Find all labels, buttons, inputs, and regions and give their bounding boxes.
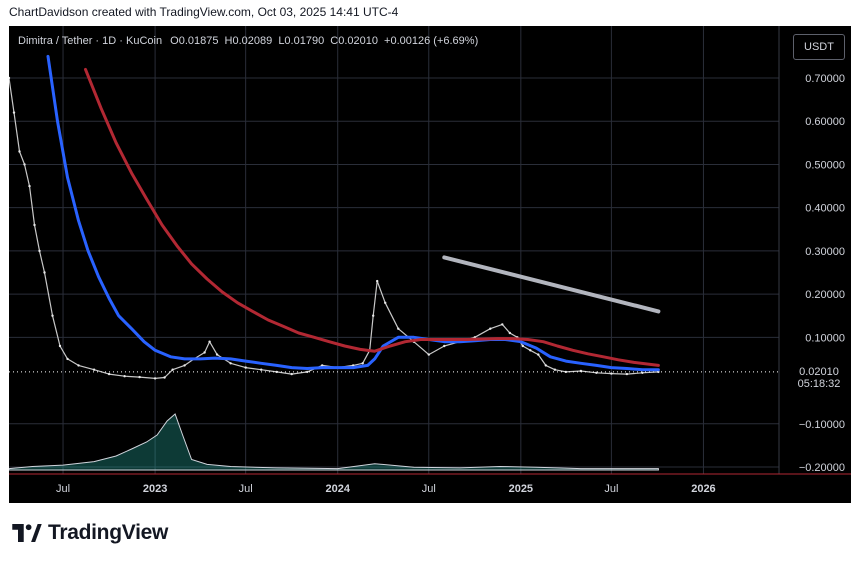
price-point (553, 368, 557, 371)
price-point (171, 368, 174, 371)
price-point (138, 375, 141, 379)
price-point (77, 364, 80, 367)
price-point (508, 331, 511, 335)
y-tick-label: 0.10000 (805, 332, 845, 344)
price-point (107, 372, 111, 376)
y-tick-label: 0.50000 (805, 159, 845, 171)
price-point (489, 327, 492, 330)
price-point (376, 279, 379, 283)
moving-average-slow-line (84, 67, 660, 367)
volume-bars (9, 413, 659, 471)
grid-lines (9, 26, 779, 474)
price-point (163, 376, 166, 379)
price-point (521, 344, 524, 348)
price-point (203, 351, 206, 354)
currency-button[interactable]: USDT (793, 34, 845, 60)
price-point (544, 364, 547, 367)
price-point (153, 377, 157, 380)
price-point (23, 163, 26, 166)
symbol-label: Dimitra / Tether · 1D · KuCoin (18, 35, 163, 47)
price-point (321, 364, 324, 367)
price-point (92, 368, 96, 371)
moving-average-fast-line (46, 54, 660, 372)
price-point (501, 323, 504, 326)
x-tick-label: Jul (56, 483, 70, 495)
open-value: O0.01875 (170, 35, 219, 47)
low-value: L0.01790 (278, 35, 325, 47)
y-tick-label: −0.20000 (799, 462, 845, 474)
y-tick-label: 0.40000 (805, 203, 845, 215)
price-point (33, 223, 36, 227)
chart-attribution: ChartDavidson created with TradingView.c… (9, 5, 399, 19)
x-tick-label: 2024 (325, 483, 350, 495)
price-point (28, 184, 31, 188)
price-point (361, 362, 364, 365)
price-point (58, 344, 62, 348)
price-point (657, 370, 660, 374)
series-lines (9, 54, 661, 380)
volume-area (9, 413, 659, 471)
bar-countdown: 05:18:32 (797, 378, 841, 390)
price-point (123, 375, 126, 378)
price-point (397, 327, 400, 330)
chart-area[interactable]: 0.70000 0.60000 0.50000 0.40000 0.30000 0.200… (9, 26, 851, 503)
chart-legend: Dimitra / Tether · 1D · KuCoin O0.01875 … (18, 35, 478, 47)
price-axis[interactable]: 0.70000 0.60000 0.50000 0.40000 0.30000 0.200… (799, 73, 845, 474)
tradingview-logo-icon (12, 524, 42, 542)
y-tick-label: 0.20000 (805, 289, 845, 301)
price-point (427, 353, 430, 356)
last-price-value: 0.02010 (799, 366, 839, 378)
tradingview-logo-text: TradingView (48, 521, 169, 544)
price-point (51, 314, 54, 317)
price-point (18, 150, 21, 153)
y-tick-label: 0.30000 (805, 246, 845, 258)
close-value: C0.02010 (330, 35, 378, 47)
price-point (229, 362, 232, 365)
price-point (66, 357, 69, 361)
x-tick-label: 2025 (509, 483, 533, 495)
x-tick-label: Jul (239, 483, 253, 495)
price-point (625, 372, 629, 376)
price-point (529, 349, 532, 352)
x-tick-label: 2026 (691, 483, 715, 495)
trend-line-line (442, 255, 661, 314)
last-price-tag: 0.02010 05:18:32 (790, 365, 848, 391)
price-point (260, 368, 263, 371)
change-value: +0.00126 (+6.69%) (384, 35, 479, 47)
price-point (12, 111, 16, 114)
price-point (384, 301, 387, 304)
y-tick-label: 0.70000 (805, 73, 845, 85)
price-point (244, 366, 247, 369)
y-tick-label: 0.60000 (805, 116, 845, 128)
price-point (372, 314, 375, 317)
price-point (43, 271, 46, 274)
price-point (443, 344, 446, 348)
price-point (610, 372, 613, 375)
x-tick-label: Jul (422, 483, 436, 495)
price-point (183, 364, 186, 367)
price-chart[interactable]: 0.70000 0.60000 0.50000 0.40000 0.30000 0.200… (9, 26, 851, 503)
price-point (537, 353, 540, 356)
tradingview-logo[interactable]: TradingView (12, 518, 168, 548)
time-axis[interactable]: Jul 2023 Jul 2024 Jul 2025 Jul 2026 (56, 483, 716, 495)
price-point (306, 370, 309, 374)
y-tick-label: −0.10000 (799, 419, 845, 431)
price-point (275, 370, 278, 374)
price-point (9, 76, 11, 80)
price-point (290, 372, 293, 376)
high-value: H0.02089 (224, 35, 273, 47)
x-tick-label: 2023 (143, 483, 167, 495)
price-point (38, 249, 41, 253)
price-point (215, 353, 219, 356)
x-tick-label: Jul (604, 483, 618, 495)
price-point (208, 340, 211, 343)
